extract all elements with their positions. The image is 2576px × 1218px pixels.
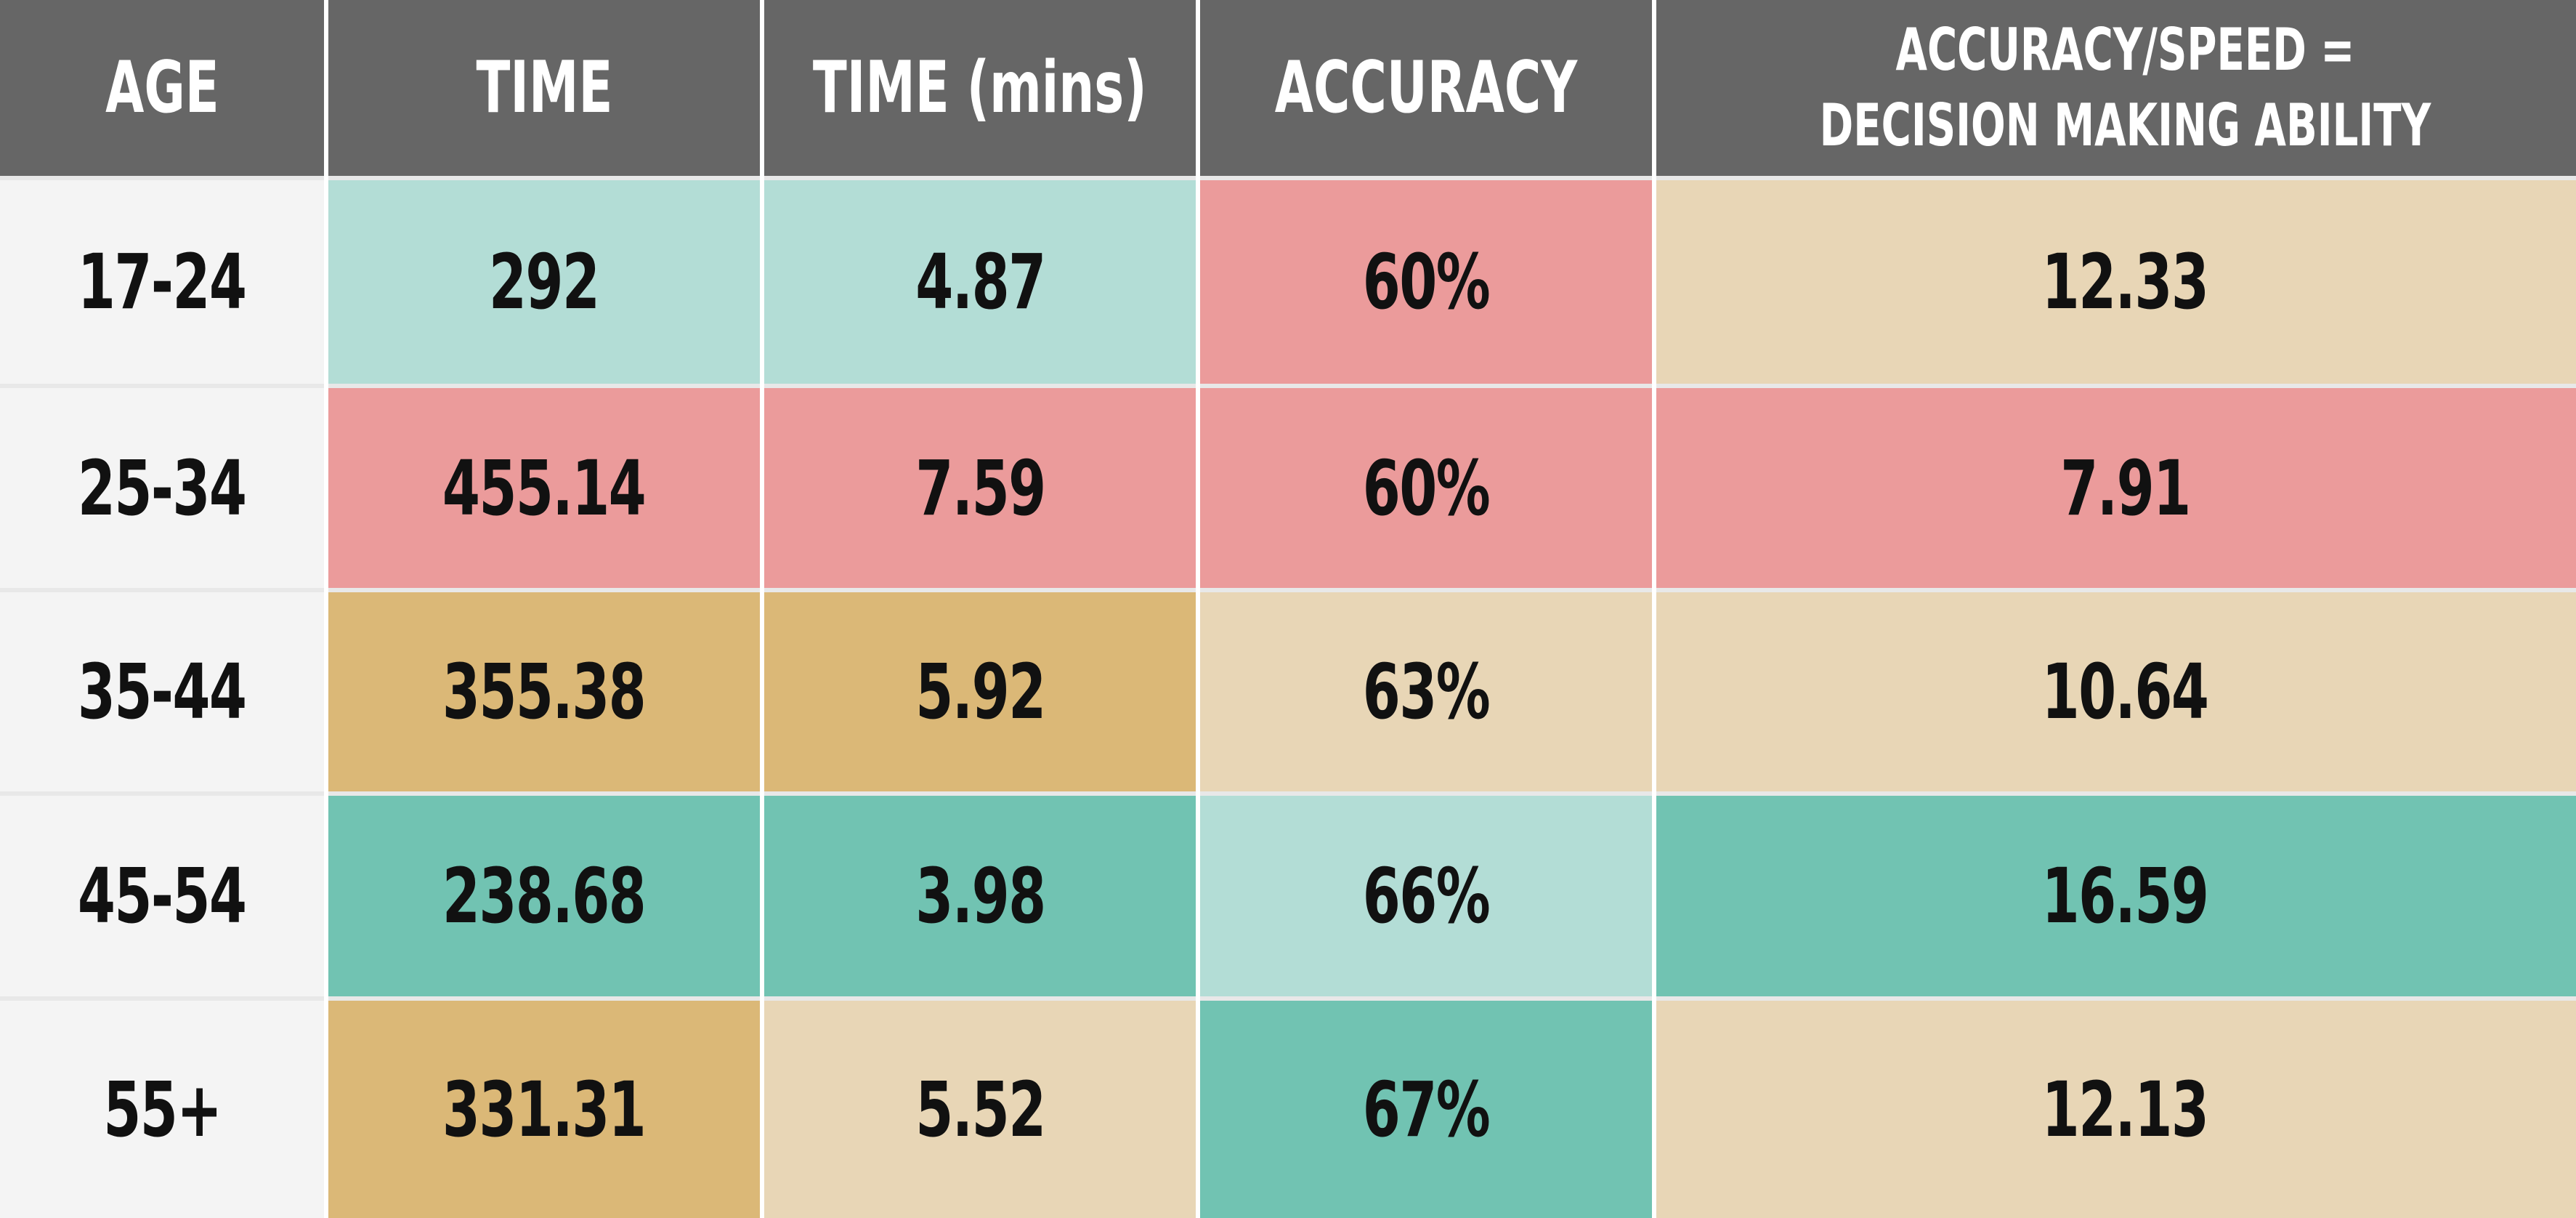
table-cell-time-mins: 5.52 [764,996,1196,1218]
cell-value: 292 [489,238,600,326]
column-header-label: TIME (mins) [813,47,1147,129]
cell-value: 66% [1362,852,1491,940]
cell-value: 35-44 [78,648,247,736]
cell-value: 63% [1362,648,1491,736]
table-cell-accuracy: 63% [1200,588,1652,791]
cell-value: 12.13 [2041,1065,2209,1154]
table-cell-time-mins: 5.92 [764,588,1196,791]
cell-value: 7.91 [2059,443,2191,533]
table-cell-age: 55+ [0,996,324,1218]
cell-value: 331.31 [442,1065,647,1154]
table-cell-time: 331.31 [328,996,760,1218]
column-header-time: TIME [328,0,760,176]
cell-value: 5.92 [915,648,1046,736]
cell-value: 60% [1362,238,1491,326]
cell-value: 25-34 [78,443,247,533]
cell-value: 16.59 [2041,852,2209,940]
table-cell-accuracy: 67% [1200,996,1652,1218]
column-header-accuracy: ACCURACY [1200,0,1652,176]
cell-value: 55+ [102,1065,222,1154]
cell-value: 12.33 [2041,238,2209,326]
column-header-label: AGE [105,47,219,129]
table-cell-decision-making-ability: 12.13 [1656,996,2576,1218]
table-cell-accuracy: 66% [1200,791,1652,996]
table-cell-age: 35-44 [0,588,324,791]
table-cell-age: 25-34 [0,384,324,588]
cell-value: 60% [1362,443,1491,533]
cell-value: 67% [1362,1065,1491,1154]
table-cell-time-mins: 3.98 [764,791,1196,996]
column-header-label: TIME [476,47,612,129]
cell-value: 238.68 [442,852,647,940]
table-cell-decision-making-ability: 16.59 [1656,791,2576,996]
table-cell-time: 455.14 [328,384,760,588]
table-cell-decision-making-ability: 10.64 [1656,588,2576,791]
table-cell-decision-making-ability: 7.91 [1656,384,2576,588]
table-cell-accuracy: 60% [1200,384,1652,588]
table-cell-age: 45-54 [0,791,324,996]
cell-value: 10.64 [2041,648,2209,736]
table-cell-age: 17-24 [0,176,324,384]
cell-value: 5.52 [915,1065,1046,1154]
column-header-decision-making-ability: ACCURACY/SPEED = DECISION MAKING ABILITY [1656,0,2576,176]
column-header-label: ACCURACY/SPEED = DECISION MAKING ABILITY [1819,16,2431,159]
table-cell-time: 355.38 [328,588,760,791]
cell-value: 3.98 [915,852,1046,940]
column-header-age: AGE [0,0,324,176]
table-cell-time: 292 [328,176,760,384]
cell-value: 355.38 [442,648,647,736]
table-cell-decision-making-ability: 12.33 [1656,176,2576,384]
column-header-label: ACCURACY [1274,47,1578,129]
table-cell-time: 238.68 [328,791,760,996]
cell-value: 17-24 [78,238,247,326]
table-cell-accuracy: 60% [1200,176,1652,384]
cell-value: 7.59 [915,443,1046,533]
table-cell-time-mins: 4.87 [764,176,1196,384]
column-header-time-mins: TIME (mins) [764,0,1196,176]
table-cell-time-mins: 7.59 [764,384,1196,588]
cell-value: 455.14 [442,443,647,533]
cell-value: 4.87 [915,238,1046,326]
cell-value: 45-54 [78,852,247,940]
